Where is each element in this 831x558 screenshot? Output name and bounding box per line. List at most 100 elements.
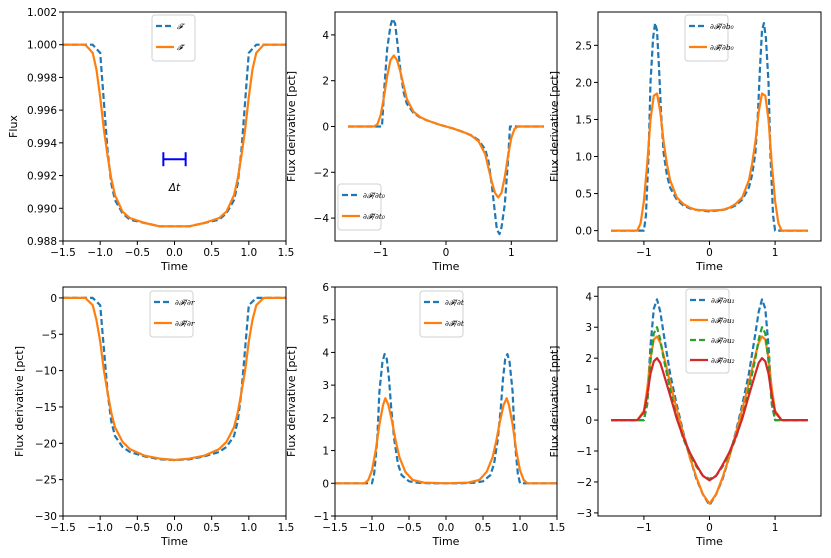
y-axis-label: Flux derivative [pct] bbox=[285, 71, 298, 182]
subplot-3: −1 0 1 0.0 0.5 1.0 1.5 2.0 2.5 Time Flux derivativ… bbox=[548, 11, 822, 273]
x-tick-label: 1.0 bbox=[240, 247, 257, 259]
x-tick-label: −0.5 bbox=[125, 522, 151, 534]
y-tick-label: 3 bbox=[322, 380, 329, 392]
x-tick-label: −0.5 bbox=[125, 247, 151, 259]
series-line-4 bbox=[611, 357, 808, 482]
x-tick-label: −1 bbox=[373, 247, 388, 259]
x-tick-label: 0.5 bbox=[475, 522, 492, 534]
x-tick-label: 1.0 bbox=[240, 522, 257, 534]
y-axis-label: Flux derivative [ppt] bbox=[548, 346, 561, 458]
y-tick-label: 4 bbox=[322, 30, 329, 42]
series-line-2 bbox=[335, 397, 557, 485]
y-tick-label: 0.994 bbox=[27, 138, 57, 150]
x-tick-label: 1.0 bbox=[512, 522, 529, 534]
y-axis-label: Flux derivative [pct] bbox=[548, 71, 561, 182]
x-tick-label: 0.0 bbox=[166, 247, 183, 259]
legend-label: 𝓕̄ bbox=[177, 43, 186, 52]
legend: ∂𝓕/∂t ∂𝓕̄/∂t bbox=[419, 290, 465, 338]
subplot-2: −1 0 1 −4 −2 0 2 4 Time Flux derivative [pct] ∂𝓕/∂… bbox=[285, 11, 558, 273]
x-axis-label: Time bbox=[160, 535, 188, 548]
legend-label: ∂𝓕/∂r bbox=[175, 298, 195, 307]
series-line-1 bbox=[335, 353, 557, 485]
x-tick-label: −1.0 bbox=[87, 247, 113, 259]
x-tick-label: 1.5 bbox=[278, 522, 295, 534]
legend: ∂𝓕/∂r ∂𝓕̄/∂r bbox=[149, 290, 195, 338]
y-axis-label: Flux bbox=[7, 115, 20, 138]
y-tick-label: −5 bbox=[42, 329, 57, 341]
series-line-2 bbox=[611, 92, 808, 232]
x-tick-label: 0.5 bbox=[203, 247, 220, 259]
x-axis-label: Time bbox=[695, 260, 723, 273]
y-axis-label: Flux derivative [pct] bbox=[285, 346, 298, 457]
y-tick-label: 1.000 bbox=[27, 40, 57, 52]
series-line-2 bbox=[63, 296, 286, 462]
x-tick-label: −1.0 bbox=[359, 522, 385, 534]
x-tick-label: −1.5 bbox=[50, 522, 76, 534]
y-tick-label: 0 bbox=[585, 415, 592, 427]
y-tick-label: 0.988 bbox=[27, 236, 57, 248]
y-tick-label: 0 bbox=[322, 478, 329, 490]
subplot-4: −1.5 −1.0 −0.5 0.0 0.5 1.0 1.5 −30 −25 −20 −15 −10 −… bbox=[13, 286, 295, 548]
y-tick-label: 4 bbox=[322, 347, 329, 359]
y-tick-label: 0 bbox=[322, 122, 329, 134]
y-tick-label: 2 bbox=[585, 353, 592, 365]
y-tick-label: 0 bbox=[50, 293, 57, 305]
x-tick-label: −1.0 bbox=[87, 522, 113, 534]
y-tick-label: −4 bbox=[314, 213, 330, 225]
series-line-1 bbox=[63, 43, 286, 228]
y-tick-label: 0.992 bbox=[27, 171, 57, 183]
y-tick-label: 0.998 bbox=[27, 72, 57, 84]
y-tick-label: −1 bbox=[314, 511, 329, 523]
x-tick-label: −1.5 bbox=[50, 247, 76, 259]
y-tick-label: −2 bbox=[314, 167, 329, 179]
legend-label: ∂𝓕/∂u₁ bbox=[711, 296, 735, 305]
x-tick-label: 1 bbox=[508, 247, 515, 259]
legend-label: ∂𝓕/∂b₀ bbox=[710, 22, 734, 31]
y-axis-label: Flux derivative [pct] bbox=[13, 346, 26, 457]
series-line-2 bbox=[63, 43, 286, 228]
y-tick-label: 1.002 bbox=[27, 7, 57, 19]
x-tick-label: 0 bbox=[706, 522, 713, 534]
y-tick-label: 2 bbox=[322, 413, 329, 425]
legend-label: ∂𝓕̄/∂r bbox=[175, 319, 195, 328]
x-tick-label: −1 bbox=[636, 247, 651, 259]
x-axis-label: Time bbox=[432, 535, 460, 548]
legend-label: ∂𝓕̄/∂t bbox=[445, 319, 465, 328]
x-tick-label: 1 bbox=[772, 522, 779, 534]
x-tick-label: 1.5 bbox=[278, 247, 295, 259]
x-tick-label: 0 bbox=[706, 247, 713, 259]
y-tick-label: −1 bbox=[577, 446, 592, 458]
y-tick-label: 2.5 bbox=[575, 40, 592, 52]
y-tick-label: 5 bbox=[322, 315, 329, 327]
y-tick-label: 4 bbox=[585, 291, 592, 303]
legend-label: ∂𝓕̄/∂u₂ bbox=[711, 356, 735, 365]
x-tick-label: 0.5 bbox=[203, 522, 220, 534]
x-tick-label: −1.5 bbox=[322, 522, 348, 534]
y-tick-label: 1 bbox=[585, 384, 592, 396]
legend: 𝓕 𝓕̄ bbox=[151, 14, 196, 62]
x-axis-label: Time bbox=[695, 535, 723, 548]
y-tick-label: 0.0 bbox=[575, 226, 592, 238]
y-tick-label: 0.990 bbox=[27, 203, 57, 215]
legend-label: 𝓕 bbox=[177, 22, 186, 31]
y-tick-label: 6 bbox=[322, 282, 329, 294]
x-tick-label: −1 bbox=[636, 522, 651, 534]
legend: ∂𝓕/∂b₀ ∂𝓕̄/∂b₀ bbox=[684, 14, 734, 62]
annotation-label: Δt bbox=[168, 182, 181, 194]
legend: ∂𝓕/∂u₁ ∂𝓕̄/∂u₁ ∂𝓕/∂u₂ ∂𝓕̄/∂u₂ bbox=[685, 288, 735, 374]
y-tick-label: 0.996 bbox=[27, 105, 57, 117]
y-tick-label: 2 bbox=[322, 76, 329, 88]
legend-label: ∂𝓕̄/∂u₁ bbox=[711, 316, 735, 325]
delta-t-annotation: Δt bbox=[162, 152, 187, 194]
y-tick-label: 0.5 bbox=[575, 189, 592, 201]
series-line-3 bbox=[611, 326, 808, 480]
y-tick-label: 2.0 bbox=[575, 77, 592, 89]
legend-label: ∂𝓕/∂t bbox=[445, 298, 465, 307]
x-tick-label: 0 bbox=[443, 247, 450, 259]
x-tick-label: 1.5 bbox=[549, 522, 566, 534]
y-tick-label: 1 bbox=[322, 446, 329, 458]
y-tick-label: −3 bbox=[577, 508, 592, 520]
legend-label: ∂𝓕/∂t₀ bbox=[363, 191, 385, 200]
x-axis-label: Time bbox=[432, 260, 460, 273]
